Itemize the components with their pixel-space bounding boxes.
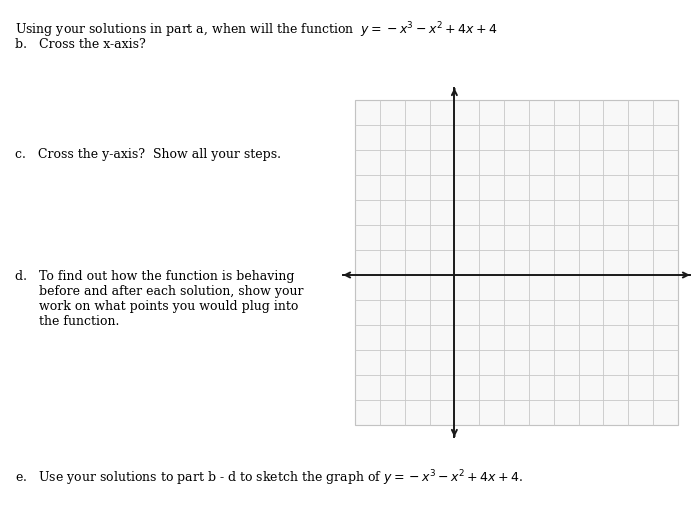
Text: c.   Cross the y-axis?  Show all your steps.: c. Cross the y-axis? Show all your steps…	[15, 148, 281, 161]
Text: d.   To find out how the function is behaving: d. To find out how the function is behav…	[15, 270, 295, 283]
Text: Using your solutions in part a, when will the function  $y = -x^3 - x^2 + 4x + 4: Using your solutions in part a, when wil…	[15, 20, 498, 39]
Text: work on what points you would plug into: work on what points you would plug into	[15, 300, 298, 313]
Text: before and after each solution, show your: before and after each solution, show you…	[15, 285, 304, 298]
Text: b.   Cross the x-axis?: b. Cross the x-axis?	[15, 38, 146, 51]
Text: e.   Use your solutions to part b - d to sketch the graph of $y = -x^3 - x^2 + 4: e. Use your solutions to part b - d to s…	[15, 468, 524, 488]
Bar	[355, 100, 678, 425]
Text: the function.: the function.	[15, 315, 119, 328]
